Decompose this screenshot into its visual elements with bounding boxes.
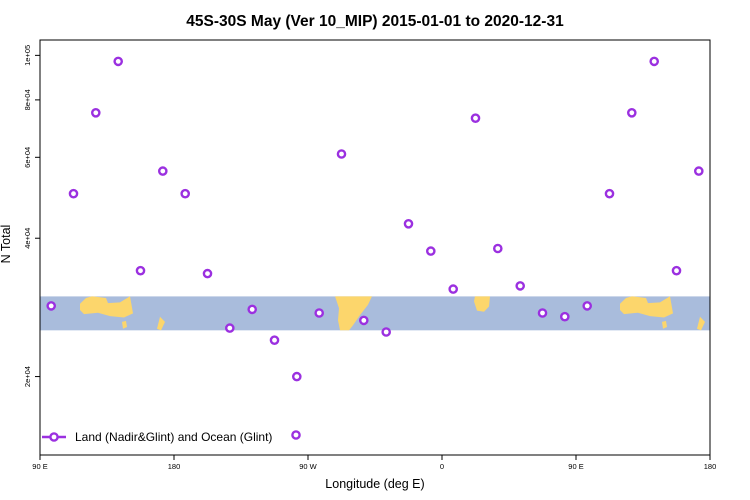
map-land	[80, 296, 705, 331]
y-tick-label: 8e+04	[23, 89, 32, 110]
x-tick-label: 0	[440, 462, 444, 471]
data-point	[269, 335, 280, 346]
data-point	[135, 265, 146, 276]
legend: Land (Nadir&Glint) and Ocean (Glint)	[42, 430, 301, 444]
data-point	[582, 301, 593, 311]
world-map-strip	[40, 296, 710, 331]
data-point	[113, 56, 123, 67]
data-point	[358, 315, 369, 326]
land-australia-repeat	[620, 296, 673, 318]
data-point	[694, 166, 704, 176]
land-tasmania-repeat	[662, 320, 667, 329]
land-south-america	[335, 296, 372, 331]
y-tick-label: 1e+05	[23, 45, 32, 66]
data-point	[403, 218, 414, 229]
data-point	[68, 188, 79, 199]
y-tick-label: 4e+04	[23, 228, 32, 249]
data-point	[314, 308, 325, 318]
data-point	[604, 188, 615, 199]
x-tick-label: 90 E	[32, 462, 47, 471]
data-point	[291, 371, 302, 382]
data-point	[448, 284, 459, 294]
chart-title: 45S-30S May (Ver 10_MIP) 2015-01-01 to 2…	[186, 13, 564, 30]
x-tick-label: 180	[168, 462, 181, 471]
data-point	[671, 265, 682, 276]
land-africa	[474, 296, 490, 312]
legend-extra-marker	[291, 430, 301, 440]
y-axis-label: N Total	[0, 225, 13, 264]
land-australia	[80, 296, 133, 318]
land-new-zealand-repeat	[697, 316, 705, 331]
data-point	[649, 56, 660, 67]
data-point	[470, 113, 481, 123]
map-ocean	[40, 296, 710, 331]
plot-frame	[39, 39, 711, 456]
data-point	[180, 188, 190, 199]
x-tick-label: 180	[704, 462, 717, 471]
data-point	[425, 246, 436, 256]
x-tick-label: 90 E	[568, 462, 583, 471]
data-point	[515, 281, 526, 291]
data-point	[560, 311, 570, 322]
data-point	[381, 327, 392, 337]
data-point	[336, 149, 347, 159]
y-tick-label: 2e+04	[23, 366, 32, 387]
data-point	[492, 243, 503, 254]
data-point	[202, 268, 213, 279]
legend-marker	[49, 432, 59, 442]
x-tick-label: 90 W	[299, 462, 317, 471]
data-point	[627, 108, 637, 118]
land-new-zealand	[157, 316, 165, 331]
y-tick-label: 6e+04	[23, 147, 32, 168]
legend-label: Land (Nadir&Glint) and Ocean (Glint)	[75, 430, 272, 444]
data-point	[91, 108, 101, 118]
land-tasmania	[122, 320, 127, 329]
y-axis: 2e+04 4e+04 6e+04 8e+04 1e+05	[23, 45, 40, 387]
data-point	[537, 308, 548, 318]
data-point	[247, 304, 257, 315]
x-axis-label: Longitude (deg E)	[325, 477, 424, 491]
data-points	[46, 56, 704, 382]
data-point	[224, 323, 235, 333]
x-axis: 90 E 180 90 W 0 90 E 180	[32, 455, 716, 471]
data-point	[157, 166, 168, 176]
data-point	[46, 301, 57, 311]
